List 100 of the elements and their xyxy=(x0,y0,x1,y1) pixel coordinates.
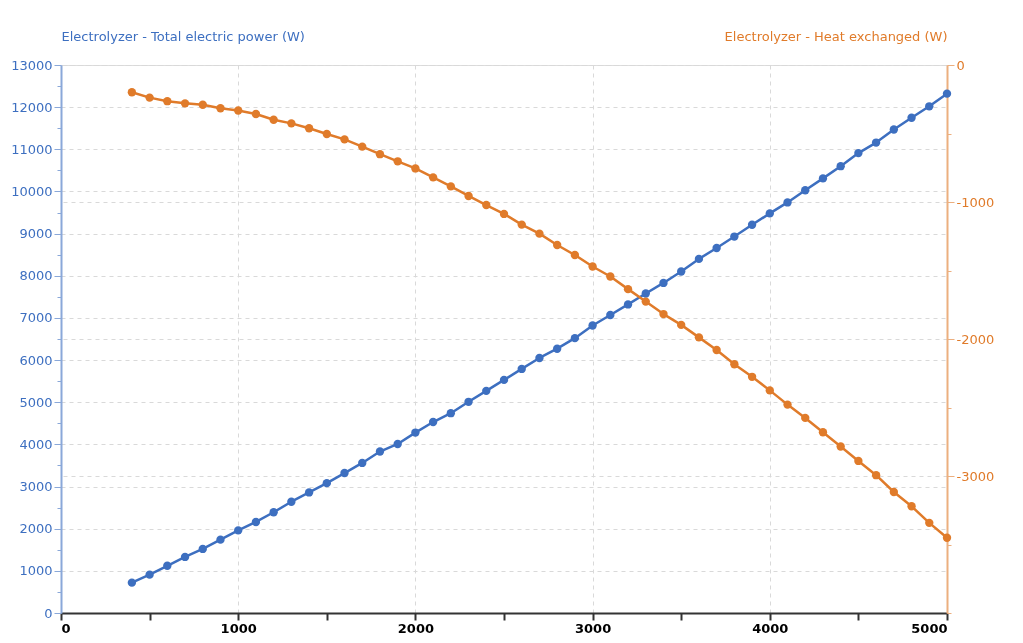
point xyxy=(871,138,881,147)
y-tick-label: 8000 xyxy=(19,268,53,284)
point xyxy=(304,488,314,497)
point xyxy=(818,428,828,437)
point xyxy=(925,102,934,111)
point xyxy=(180,552,190,562)
y2-tick-label: -2000 xyxy=(956,331,995,347)
point xyxy=(482,200,491,210)
point xyxy=(889,487,899,497)
point xyxy=(517,364,526,374)
point xyxy=(677,320,686,330)
point xyxy=(942,533,952,542)
y-tick-label: 7000 xyxy=(19,310,53,326)
point xyxy=(552,240,562,250)
point xyxy=(393,157,402,166)
point xyxy=(854,148,863,158)
point xyxy=(942,89,952,98)
x-tick-label: 2000 xyxy=(397,620,434,636)
point xyxy=(163,561,172,570)
point xyxy=(464,191,473,201)
y2-tick-label: -1000 xyxy=(956,194,995,210)
point xyxy=(482,386,491,396)
y-tick-label: 1000 xyxy=(19,563,53,579)
point xyxy=(765,209,774,218)
point xyxy=(411,164,420,173)
point xyxy=(198,544,207,554)
point xyxy=(517,220,526,229)
point xyxy=(127,88,137,97)
point xyxy=(499,375,509,385)
point xyxy=(251,109,261,119)
point xyxy=(180,99,190,108)
point xyxy=(234,106,243,115)
point xyxy=(340,135,349,144)
point xyxy=(552,344,562,353)
point xyxy=(694,254,704,264)
point xyxy=(659,278,668,288)
point xyxy=(641,297,650,306)
point xyxy=(358,458,367,468)
y-tick-label: 10000 xyxy=(11,183,53,199)
point xyxy=(747,220,757,229)
x-tick-label: 1000 xyxy=(220,620,257,636)
point xyxy=(145,93,154,102)
x-tick-label: 4000 xyxy=(752,620,789,636)
point xyxy=(606,310,615,320)
point xyxy=(428,173,438,182)
point xyxy=(836,442,845,451)
point xyxy=(446,182,456,191)
point xyxy=(234,526,243,535)
point xyxy=(623,284,633,294)
point xyxy=(446,409,456,418)
y2-tick-label: 0 xyxy=(956,57,965,73)
point xyxy=(730,360,739,369)
point xyxy=(393,439,402,449)
point xyxy=(588,321,597,330)
x-tick-label: 3000 xyxy=(575,620,612,636)
point xyxy=(712,345,721,355)
point xyxy=(375,150,385,159)
point xyxy=(907,113,916,122)
point xyxy=(747,372,757,381)
point xyxy=(269,508,278,517)
y-axis-title: Electrolyzer - Total electric power (W) xyxy=(61,28,305,44)
y-tick-label: 3000 xyxy=(19,479,53,495)
point xyxy=(322,129,331,139)
point xyxy=(198,100,207,109)
point xyxy=(216,104,225,113)
point xyxy=(535,229,544,238)
point xyxy=(163,96,172,106)
y2-tick-label: -3000 xyxy=(956,468,995,484)
point xyxy=(428,417,438,427)
point xyxy=(127,578,137,587)
point xyxy=(570,333,580,343)
point xyxy=(730,232,739,241)
point xyxy=(641,289,650,298)
point xyxy=(783,198,792,207)
point xyxy=(889,125,899,134)
point xyxy=(340,468,349,478)
y-tick-label: 5000 xyxy=(19,394,53,410)
point xyxy=(411,428,420,437)
point xyxy=(801,186,810,195)
point xyxy=(322,478,331,488)
point xyxy=(871,471,881,480)
point xyxy=(712,243,721,253)
point xyxy=(801,413,810,423)
point xyxy=(304,124,314,133)
point xyxy=(358,142,367,151)
y-tick-label: 0 xyxy=(44,605,53,621)
point xyxy=(783,400,792,409)
point xyxy=(765,386,774,395)
y-tick-label: 4000 xyxy=(19,436,53,452)
point xyxy=(499,209,509,219)
point xyxy=(375,447,385,456)
y-tick-label: 13000 xyxy=(11,57,53,73)
point xyxy=(623,300,633,309)
y2-axis-title: Electrolyzer - Heat exchanged (W) xyxy=(724,28,948,44)
point xyxy=(269,115,278,124)
x-tick-label: 5000 xyxy=(911,620,948,636)
x-tick-label: 0 xyxy=(61,620,71,636)
y-tick-label: 11000 xyxy=(11,141,53,157)
point xyxy=(836,161,845,171)
point xyxy=(659,309,668,319)
